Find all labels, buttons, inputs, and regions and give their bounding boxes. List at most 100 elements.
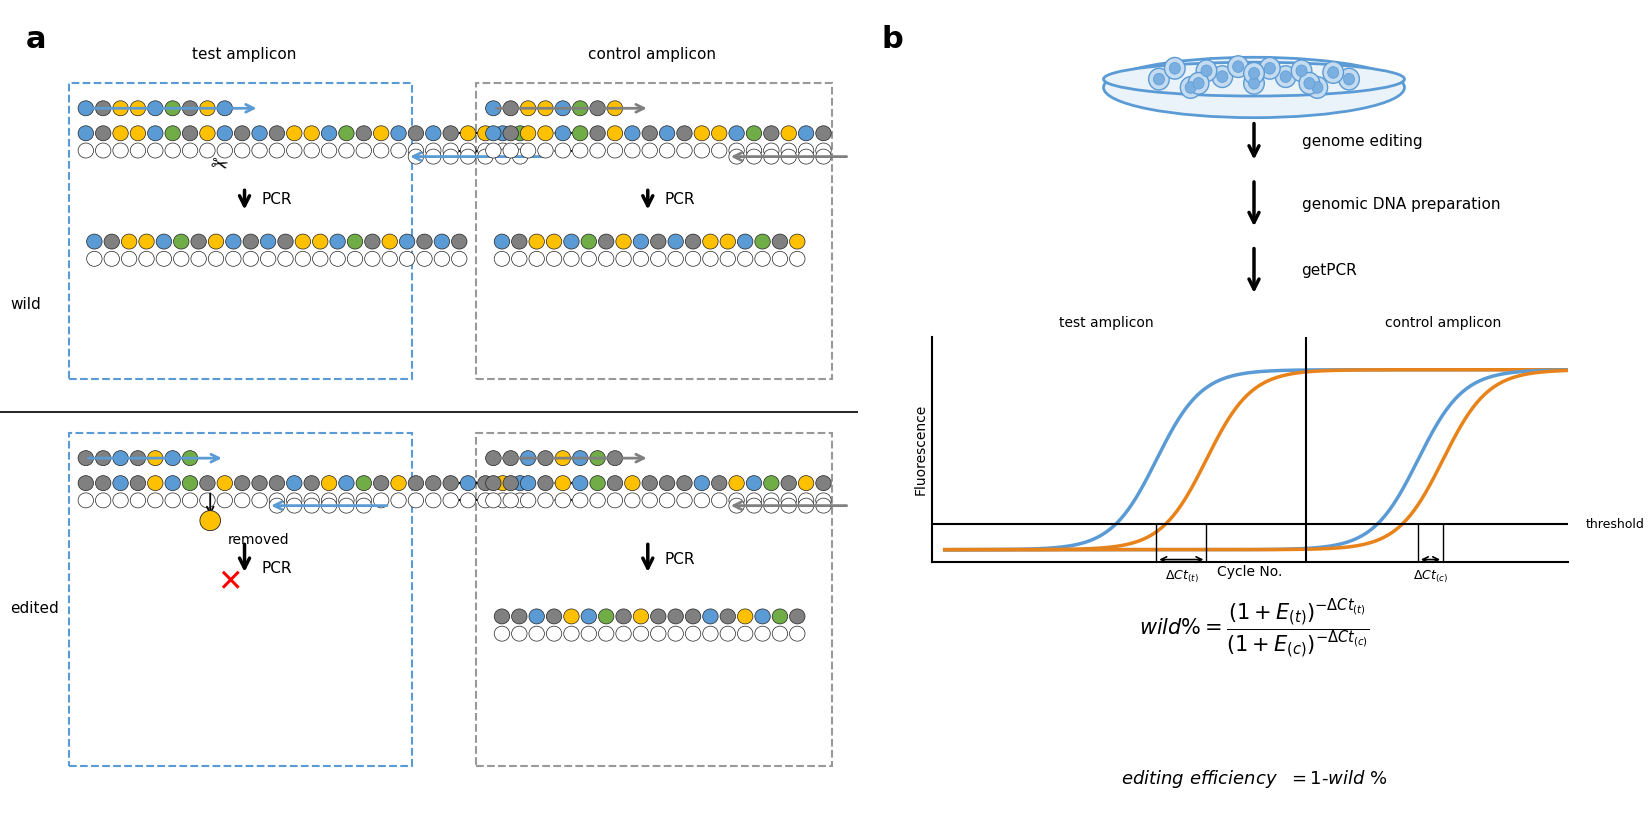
Circle shape bbox=[780, 126, 797, 141]
Circle shape bbox=[799, 493, 813, 508]
Circle shape bbox=[234, 493, 249, 508]
Circle shape bbox=[676, 493, 693, 508]
Circle shape bbox=[513, 476, 528, 491]
Circle shape bbox=[304, 143, 320, 158]
Circle shape bbox=[173, 252, 190, 267]
Circle shape bbox=[625, 476, 640, 491]
Circle shape bbox=[815, 143, 832, 158]
Circle shape bbox=[799, 149, 813, 164]
Text: PCR: PCR bbox=[262, 192, 292, 207]
Circle shape bbox=[322, 126, 337, 141]
Circle shape bbox=[589, 143, 606, 158]
Circle shape bbox=[754, 609, 771, 624]
Circle shape bbox=[660, 126, 675, 141]
Circle shape bbox=[130, 476, 145, 491]
Circle shape bbox=[738, 234, 752, 249]
Circle shape bbox=[503, 143, 518, 158]
Circle shape bbox=[312, 234, 328, 249]
Circle shape bbox=[338, 493, 355, 508]
Circle shape bbox=[96, 101, 111, 116]
Circle shape bbox=[346, 234, 363, 249]
Circle shape bbox=[277, 234, 294, 249]
Circle shape bbox=[746, 126, 762, 141]
Text: PCR: PCR bbox=[665, 192, 695, 207]
Circle shape bbox=[546, 234, 561, 249]
Circle shape bbox=[1165, 57, 1185, 79]
Circle shape bbox=[426, 476, 441, 491]
Circle shape bbox=[373, 126, 389, 141]
Circle shape bbox=[408, 149, 424, 164]
Circle shape bbox=[512, 626, 526, 641]
Circle shape bbox=[442, 476, 459, 491]
Circle shape bbox=[780, 149, 797, 164]
Circle shape bbox=[503, 451, 518, 466]
Circle shape bbox=[460, 149, 475, 164]
Circle shape bbox=[96, 451, 111, 466]
Circle shape bbox=[200, 143, 215, 158]
Circle shape bbox=[1201, 65, 1213, 77]
Circle shape bbox=[485, 101, 502, 116]
Circle shape bbox=[668, 234, 683, 249]
Circle shape bbox=[1264, 62, 1275, 74]
Circle shape bbox=[815, 149, 832, 164]
Circle shape bbox=[1228, 56, 1249, 77]
Circle shape bbox=[772, 626, 787, 641]
Circle shape bbox=[346, 252, 363, 267]
Circle shape bbox=[615, 252, 632, 267]
Circle shape bbox=[218, 101, 233, 116]
Circle shape bbox=[322, 493, 337, 508]
Circle shape bbox=[356, 143, 371, 158]
Circle shape bbox=[147, 451, 163, 466]
Circle shape bbox=[1275, 66, 1295, 87]
Circle shape bbox=[78, 143, 94, 158]
Circle shape bbox=[112, 451, 129, 466]
Circle shape bbox=[573, 126, 587, 141]
Circle shape bbox=[78, 476, 94, 491]
Circle shape bbox=[165, 493, 180, 508]
Circle shape bbox=[356, 476, 371, 491]
Circle shape bbox=[460, 476, 475, 491]
Circle shape bbox=[642, 476, 657, 491]
Circle shape bbox=[729, 126, 744, 141]
Circle shape bbox=[1304, 77, 1315, 89]
Circle shape bbox=[338, 476, 355, 491]
Circle shape bbox=[520, 493, 536, 508]
Text: b: b bbox=[881, 25, 904, 54]
Circle shape bbox=[78, 101, 94, 116]
Circle shape bbox=[426, 143, 441, 158]
Circle shape bbox=[112, 126, 129, 141]
Text: $\mathit{wild}$%$=\dfrac{(1+E_{(t)})^{-\Delta Ct_{(t)}}}{(1+E_{(c)})^{-\Delta Ct: $\mathit{wild}$%$=\dfrac{(1+E_{(t)})^{-\… bbox=[1138, 597, 1370, 661]
Circle shape bbox=[530, 626, 544, 641]
Circle shape bbox=[599, 609, 614, 624]
Circle shape bbox=[96, 143, 111, 158]
Circle shape bbox=[1323, 62, 1343, 83]
Circle shape bbox=[650, 234, 667, 249]
Circle shape bbox=[130, 493, 145, 508]
Circle shape bbox=[772, 234, 787, 249]
Circle shape bbox=[764, 126, 779, 141]
Circle shape bbox=[503, 493, 518, 508]
Circle shape bbox=[200, 126, 215, 141]
Circle shape bbox=[1153, 73, 1165, 85]
Circle shape bbox=[96, 126, 111, 141]
Circle shape bbox=[277, 252, 294, 267]
Circle shape bbox=[495, 149, 510, 164]
Circle shape bbox=[295, 234, 310, 249]
Circle shape bbox=[746, 149, 762, 164]
Circle shape bbox=[668, 626, 683, 641]
Circle shape bbox=[1259, 57, 1280, 79]
Circle shape bbox=[607, 101, 622, 116]
Circle shape bbox=[668, 252, 683, 267]
Circle shape bbox=[790, 609, 805, 624]
Circle shape bbox=[165, 476, 180, 491]
Circle shape bbox=[625, 143, 640, 158]
Circle shape bbox=[746, 476, 762, 491]
Text: a: a bbox=[26, 25, 46, 54]
Circle shape bbox=[573, 143, 587, 158]
Circle shape bbox=[182, 126, 198, 141]
Circle shape bbox=[520, 101, 536, 116]
Circle shape bbox=[243, 252, 259, 267]
Text: ✕: ✕ bbox=[218, 569, 243, 597]
Circle shape bbox=[287, 143, 302, 158]
Circle shape bbox=[252, 493, 267, 508]
